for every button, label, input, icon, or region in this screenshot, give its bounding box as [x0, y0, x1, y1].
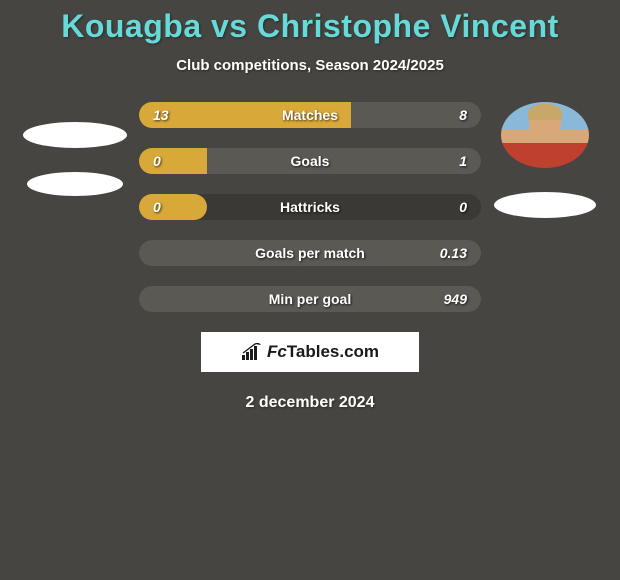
- player-right-col: [493, 102, 597, 218]
- stat-bars: Matches 13 8 Goals 0 1 Hattricks 0 0 Goals per ma…: [139, 102, 481, 312]
- date-text: 2 december 2024: [0, 394, 620, 412]
- subtitle: Club competitions, Season 2024/2025: [0, 57, 620, 74]
- bar-value-right: 1: [459, 153, 467, 169]
- page-title: Kouagba vs Christophe Vincent: [0, 8, 620, 45]
- logo-box: FcTables.com: [201, 332, 419, 372]
- bar-value-right: 8: [459, 107, 467, 123]
- logo-text: FcTables.com: [267, 342, 379, 362]
- stat-row: Min per goal 949: [139, 286, 481, 312]
- stat-row: Goals 0 1: [139, 148, 481, 174]
- bar-label: Matches: [282, 107, 338, 123]
- stat-row: Goals per match 0.13: [139, 240, 481, 266]
- bar-label: Goals per match: [255, 245, 365, 261]
- player-right-avatar: [501, 102, 589, 168]
- bar-value-left: 0: [153, 199, 161, 215]
- bar-label: Hattricks: [280, 199, 340, 215]
- player-left-avatar: [23, 122, 127, 148]
- bar-right-fill: [207, 148, 481, 174]
- stat-row: Matches 13 8: [139, 102, 481, 128]
- chart-icon: [241, 343, 263, 361]
- bar-value-left: 13: [153, 107, 169, 123]
- bar-value-right: 0: [459, 199, 467, 215]
- bar-value-right: 949: [444, 291, 467, 307]
- bar-label: Goals: [291, 153, 330, 169]
- bar-value-right: 0.13: [440, 245, 467, 261]
- player-right-flag: [494, 192, 596, 218]
- bar-value-left: 0: [153, 153, 161, 169]
- player-left-col: [23, 102, 127, 196]
- bar-label: Min per goal: [269, 291, 351, 307]
- bar-left-fill: [139, 194, 207, 220]
- stat-row: Hattricks 0 0: [139, 194, 481, 220]
- bar-left-fill: [139, 148, 207, 174]
- player-left-flag: [27, 172, 123, 196]
- comparison-area: Matches 13 8 Goals 0 1 Hattricks 0 0 Goals per ma…: [0, 102, 620, 312]
